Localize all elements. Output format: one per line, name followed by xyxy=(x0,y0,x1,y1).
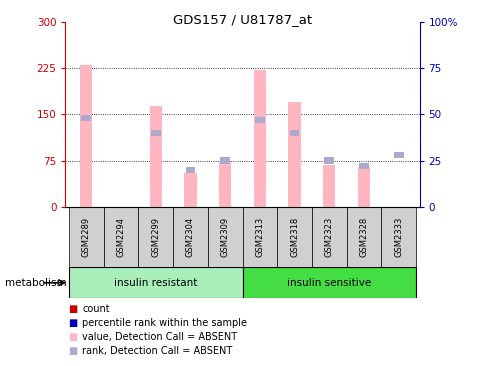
Text: GSM2299: GSM2299 xyxy=(151,217,160,257)
Bar xyxy=(185,167,195,173)
Bar xyxy=(173,207,207,267)
Bar xyxy=(311,207,346,267)
Text: rank, Detection Call = ABSENT: rank, Detection Call = ABSENT xyxy=(82,346,232,356)
Text: GSM2318: GSM2318 xyxy=(289,217,299,257)
Bar xyxy=(80,65,92,207)
Bar xyxy=(277,207,311,267)
Text: metabolism: metabolism xyxy=(5,277,66,288)
Bar xyxy=(289,130,299,136)
Text: GSM2323: GSM2323 xyxy=(324,217,333,257)
Text: GSM2328: GSM2328 xyxy=(359,217,368,257)
Bar xyxy=(288,102,300,207)
Bar xyxy=(358,163,368,169)
Text: GSM2313: GSM2313 xyxy=(255,217,264,257)
Text: GSM2304: GSM2304 xyxy=(185,217,195,257)
Text: insulin sensitive: insulin sensitive xyxy=(287,278,371,288)
Bar xyxy=(346,207,380,267)
Bar xyxy=(393,152,403,158)
Bar xyxy=(184,173,196,207)
Bar xyxy=(207,207,242,267)
Text: ■: ■ xyxy=(68,346,77,356)
Bar xyxy=(242,207,277,267)
Text: GSM2294: GSM2294 xyxy=(116,217,125,257)
Text: count: count xyxy=(82,304,110,314)
Text: value, Detection Call = ABSENT: value, Detection Call = ABSENT xyxy=(82,332,237,342)
Bar xyxy=(138,207,173,267)
Bar xyxy=(69,267,242,298)
Text: percentile rank within the sample: percentile rank within the sample xyxy=(82,318,247,328)
Bar xyxy=(322,165,334,207)
Bar xyxy=(380,207,415,267)
Bar xyxy=(150,107,162,207)
Bar xyxy=(151,130,160,136)
Bar xyxy=(255,117,264,123)
Bar xyxy=(220,157,229,164)
Text: GSM2289: GSM2289 xyxy=(82,217,91,257)
Text: GSM2333: GSM2333 xyxy=(393,217,402,257)
Text: ■: ■ xyxy=(68,318,77,328)
Bar xyxy=(69,207,104,267)
Bar xyxy=(253,70,265,207)
Bar xyxy=(242,267,415,298)
Bar xyxy=(104,207,138,267)
Bar xyxy=(324,157,333,164)
Text: insulin resistant: insulin resistant xyxy=(114,278,197,288)
Bar xyxy=(219,161,231,207)
Bar xyxy=(81,115,91,121)
Text: ■: ■ xyxy=(68,332,77,342)
Text: GSM2309: GSM2309 xyxy=(220,217,229,257)
Bar xyxy=(357,167,369,207)
Text: GDS157 / U81787_at: GDS157 / U81787_at xyxy=(173,13,311,26)
Text: ■: ■ xyxy=(68,304,77,314)
